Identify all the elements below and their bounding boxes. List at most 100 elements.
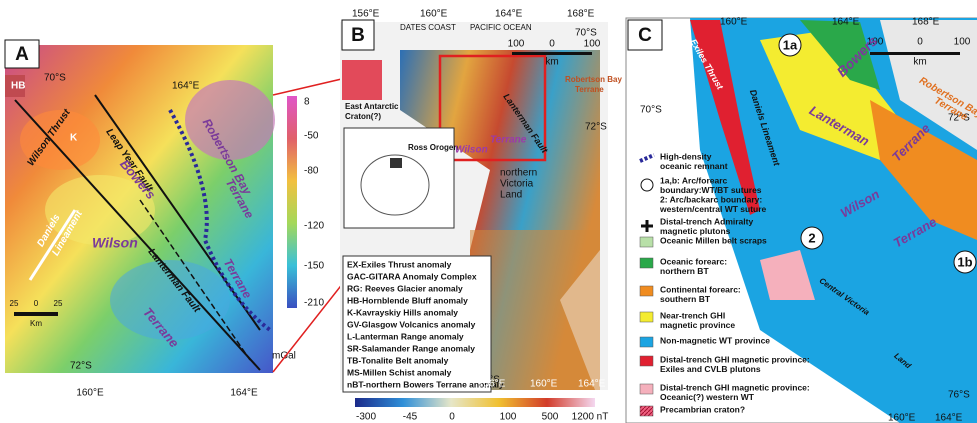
latitude-label: 72°S xyxy=(585,122,607,133)
legend-entry: RG: Reeves Glacier anomaly xyxy=(347,283,463,293)
colorbar-tick: -210 xyxy=(304,298,324,309)
map-label: HB xyxy=(11,81,25,92)
longitude-label: 164°E xyxy=(230,388,258,399)
scale-label: 100 xyxy=(584,39,601,50)
map-label: Terrane xyxy=(490,135,527,146)
longitude-label: 160°E xyxy=(888,413,916,423)
near-trench-province xyxy=(760,30,900,160)
map-label: Land xyxy=(500,190,522,201)
legend-entry: HB-Hornblende Bluff anomaly xyxy=(347,295,468,305)
legend-swatch xyxy=(639,336,654,348)
latitude-label: 70°S xyxy=(44,73,66,84)
longitude-label: 164°E xyxy=(172,81,200,92)
map-label: Ross Orogen xyxy=(408,143,458,152)
map-label: PACIFIC OCEAN xyxy=(470,23,532,32)
scale-label: 100 xyxy=(954,37,971,48)
legend-entry: western/central WT suture xyxy=(659,204,767,214)
latitude-label: 72°S xyxy=(70,361,92,372)
longitude-label: 156°E xyxy=(352,9,380,20)
wilson-terrane xyxy=(690,18,977,423)
inset-location xyxy=(390,158,402,168)
map-label: Craton(?) xyxy=(345,112,381,121)
craton xyxy=(342,60,382,100)
legend-box xyxy=(342,255,492,393)
scale-label: 100 xyxy=(508,39,525,50)
legend-entry: TB-Tonalite Belt anomaly xyxy=(347,355,449,365)
longitude-label: 164°E xyxy=(935,413,963,423)
longitude-label: 168°E xyxy=(912,17,940,28)
aeromagnetic-map xyxy=(470,230,600,390)
colorbar-tick: -45 xyxy=(403,412,418,423)
scale-label: km xyxy=(913,57,926,68)
panel-label: A xyxy=(15,44,29,65)
longitude-label: 156°E xyxy=(478,379,506,390)
panel-label: B xyxy=(351,25,365,46)
legend-entry: Distal-trench GHI magnetic province: xyxy=(660,354,810,364)
scale-label: 0 xyxy=(917,37,923,48)
legend-entry: GAC-GITARA Anomaly Complex xyxy=(347,271,477,281)
panel-a: A HB 70°S 164°E Wilson Thrust Leap Year … xyxy=(4,39,324,399)
colorbar-tick: -300 xyxy=(356,412,376,423)
panel-c: C 160°E 164°E 168°E 100 0 100 km 70°S 72… xyxy=(625,17,977,423)
legend-swatch xyxy=(639,311,654,323)
legend-entry: Exiles and CVLB plutons xyxy=(660,364,761,374)
legend-entry: MS-Millen Schist anomaly xyxy=(347,367,452,377)
longitude-label: 164°E xyxy=(832,17,860,28)
wilson-thrust xyxy=(14,99,261,371)
legend-entry: Distal-trench GHI magnetic province: xyxy=(660,382,810,392)
lanterman-fault xyxy=(139,199,251,361)
zoom-box xyxy=(438,54,547,162)
suture-marker xyxy=(778,33,802,57)
legend-entry: Oceanic forearc: xyxy=(660,256,727,266)
colorbar-unit: mGal xyxy=(272,351,296,362)
map-label: 1a xyxy=(783,37,798,52)
scale-label: 25 xyxy=(10,299,19,308)
colorbar-tick: -120 xyxy=(304,221,324,232)
legend-entry: Precambrian craton? xyxy=(660,404,745,414)
scale-bar xyxy=(512,52,592,55)
legend-entry: SR-Salamander Range anomaly xyxy=(347,343,475,353)
legend-entry: EX-Exiles Thrust anomaly xyxy=(347,259,452,269)
legend-entry: 2: Arc/backarc boundary: xyxy=(660,194,762,204)
legend-entry: Non-magnetic WT province xyxy=(660,335,770,345)
anomaly xyxy=(20,110,100,170)
map-label: Wilson xyxy=(455,145,488,156)
colorbar-tick: -50 xyxy=(304,131,319,142)
map-label: Wilson xyxy=(92,235,138,251)
legend-swatch xyxy=(639,383,654,395)
map-label: northern xyxy=(500,168,537,179)
colorbar-tick: -80 xyxy=(304,166,319,177)
legend-entry: High-density xyxy=(660,151,712,161)
scale-bar xyxy=(870,52,960,55)
legend-swatch xyxy=(641,220,653,232)
legend-swatch xyxy=(639,257,654,269)
oceanic-western-wt xyxy=(760,250,815,300)
longitude-label: 164°E xyxy=(578,379,606,390)
scale-label: km xyxy=(545,57,558,68)
map-label: Victoria xyxy=(500,179,534,190)
scale-label: 100 xyxy=(867,37,884,48)
legend-entry: northern BT xyxy=(660,266,709,276)
legend-entry: Oceanic Millen belt scraps xyxy=(660,235,767,245)
colorbar-tick: 1200 nT xyxy=(572,412,609,423)
longitude-label: 164°E xyxy=(495,9,523,20)
legend-swatch xyxy=(639,405,654,417)
anomaly xyxy=(45,175,155,245)
legend-entry: Near-trench GHI xyxy=(660,310,725,320)
legend-entry: GV-Glasgow Volcanics anomaly xyxy=(347,319,476,329)
panel-b: B 156°E 160°E 164°E 168°E DATES COAST PA… xyxy=(340,9,622,423)
latitude-label: 70°S xyxy=(640,105,662,116)
map-label: 2 xyxy=(808,230,815,245)
colorbar xyxy=(355,398,595,407)
legend: EX-Exiles Thrust anomaly GAC-GITARA Anoma… xyxy=(347,259,504,389)
panel-label-box xyxy=(4,39,40,69)
daniels-lineament xyxy=(28,209,77,281)
legend-entry: magnetic province xyxy=(660,320,735,330)
map-label: East Antarctic xyxy=(345,102,399,111)
longitude-label: 160°E xyxy=(530,379,558,390)
legend-entry: Oceanic(?) western WT xyxy=(660,392,755,402)
scale-label: 0 xyxy=(34,299,39,308)
legend-entry: Continental forearc: xyxy=(660,284,741,294)
colorbar-tick: 8 xyxy=(304,97,310,108)
antarctica-outline xyxy=(360,154,430,216)
